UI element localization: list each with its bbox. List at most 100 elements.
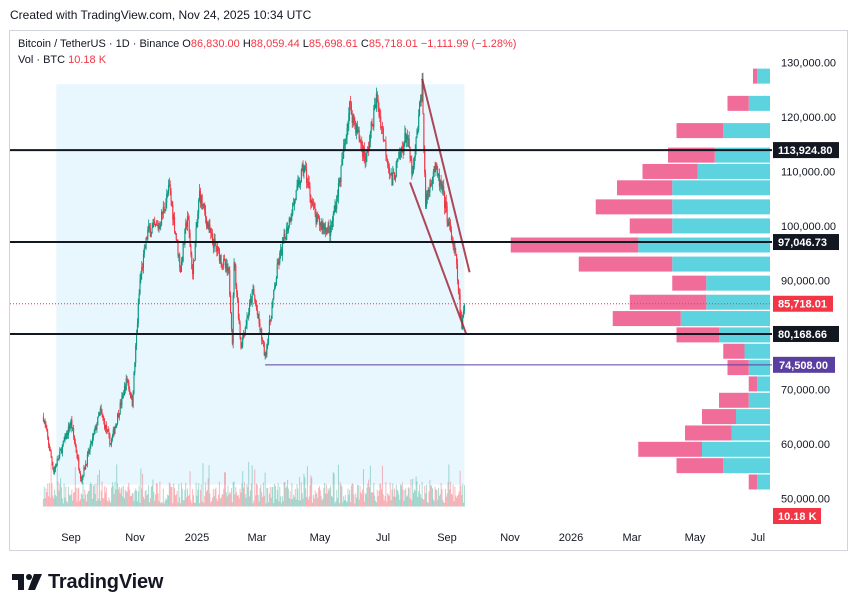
candle-body	[213, 238, 215, 248]
volume-bar	[302, 498, 304, 507]
candle-body	[128, 382, 130, 390]
volume-bar	[341, 486, 343, 507]
candle-body	[347, 124, 349, 129]
volume-bar	[251, 465, 253, 507]
candle-body	[187, 216, 189, 221]
candle-body	[246, 317, 248, 325]
candle-body	[166, 193, 168, 203]
candle-body	[343, 143, 346, 146]
volume-bar	[326, 493, 328, 507]
candle-body	[184, 229, 186, 245]
volume-bar	[45, 488, 47, 507]
volume-bar	[187, 495, 189, 507]
close-label: C	[360, 38, 369, 50]
level-tag	[773, 142, 839, 159]
candle-body	[325, 232, 327, 234]
created-caption: Created with TradingView.com, Nov 24, 20…	[10, 8, 312, 22]
profile-down-bar	[727, 360, 749, 376]
candle-body	[115, 424, 117, 428]
profile-down-bar	[727, 95, 749, 111]
candle-body	[401, 147, 403, 149]
volume-bar	[162, 488, 164, 507]
volume-tag-label: 10.18 K	[778, 511, 817, 523]
volume-bar	[127, 486, 129, 507]
volume-bar	[272, 486, 274, 507]
candle-body	[438, 174, 440, 187]
candle-body	[223, 258, 225, 266]
candle-body	[305, 169, 308, 183]
candle-body	[125, 378, 127, 390]
profile-up-bar	[757, 68, 770, 84]
profile-up-bar	[757, 376, 770, 392]
candle-body	[366, 151, 368, 157]
candle-body	[303, 168, 305, 173]
level-tag	[773, 325, 839, 342]
volume-bar	[104, 486, 106, 507]
volume-bar	[439, 494, 441, 507]
volume-bar	[376, 489, 378, 507]
volume-bar	[84, 489, 86, 507]
low-ray-tag	[773, 356, 835, 373]
volume-bar	[267, 487, 269, 507]
candle-body	[178, 254, 180, 256]
volume-bar	[245, 497, 247, 507]
volume-bar	[225, 492, 227, 507]
candle-body	[168, 184, 170, 186]
volume-bar	[297, 488, 299, 507]
tradingview-logo[interactable]: TradingView	[12, 570, 163, 594]
volume-bar	[404, 490, 406, 507]
candle-body	[432, 171, 434, 177]
profile-up-bar	[672, 218, 770, 234]
volume-bar	[259, 488, 261, 507]
candle-body	[197, 213, 199, 224]
candle-body	[142, 266, 144, 268]
volume-bar	[385, 482, 387, 507]
candle-body	[302, 165, 304, 173]
volume-bar	[405, 488, 407, 507]
candle-body	[297, 181, 299, 186]
volume-bar	[406, 495, 408, 507]
volume-bar	[318, 487, 320, 507]
profile-up-bar	[638, 237, 770, 253]
candle-body	[418, 115, 420, 130]
volume-bar	[431, 488, 433, 507]
candle-body	[61, 445, 63, 454]
candle-body	[277, 262, 279, 265]
candle-body	[244, 327, 246, 336]
volume-bar	[132, 493, 134, 507]
volume-bar	[346, 501, 348, 507]
candle-body	[299, 179, 301, 185]
volume-bar	[223, 488, 225, 507]
volume-bar	[52, 495, 54, 507]
profile-down-bar	[595, 199, 673, 215]
volume-bar	[179, 497, 181, 507]
y-tick-label: 70,000.00	[781, 384, 830, 396]
candle-body	[96, 424, 98, 430]
candle-body	[149, 228, 151, 237]
candle-body	[348, 113, 350, 125]
volume-bar	[356, 497, 358, 507]
volume-bar	[249, 490, 251, 507]
volume-bar	[373, 482, 375, 507]
volume-bar	[331, 495, 333, 507]
candle-body	[186, 216, 189, 227]
volume-bar	[241, 483, 243, 507]
candle-body	[313, 204, 315, 209]
volume-bar	[428, 491, 430, 507]
volume-bar	[54, 494, 56, 507]
candle-body	[185, 223, 187, 230]
y-tick-label: 50,000.00	[781, 493, 830, 505]
candle-body	[103, 418, 105, 422]
volume-bar	[396, 489, 398, 507]
candle-body	[192, 268, 194, 275]
candle-body	[374, 104, 376, 108]
volume-bar	[443, 502, 445, 507]
volume-bar	[102, 497, 104, 507]
volume-bar	[291, 483, 293, 507]
candle-body	[236, 286, 238, 293]
candle-body	[367, 146, 369, 152]
candle-body	[311, 201, 313, 203]
volume-bar	[444, 502, 446, 507]
volume-bar	[369, 487, 371, 507]
